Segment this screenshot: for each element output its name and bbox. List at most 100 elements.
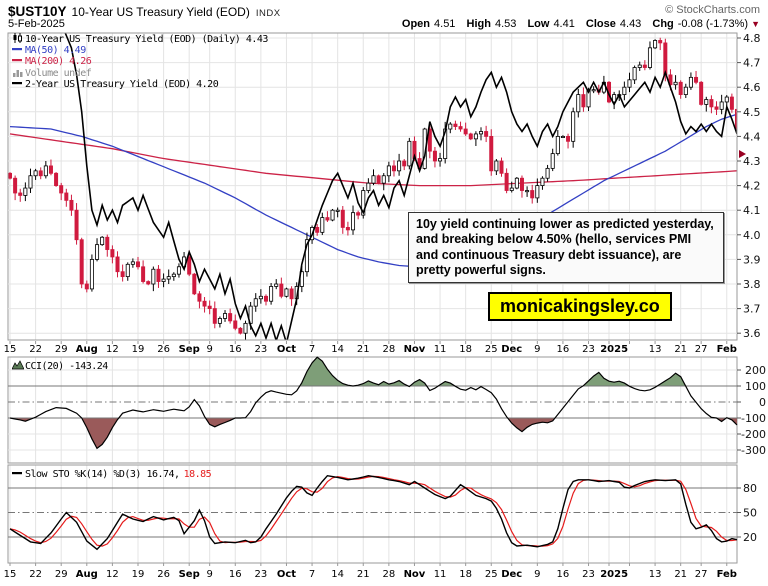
volume-bars-icon [12, 67, 25, 80]
price-axis-tick-label: 4.8 [743, 32, 761, 45]
x-axis-week-label: Nov [404, 344, 426, 355]
candle-down [202, 300, 207, 307]
candle-down [263, 295, 268, 302]
x-axis-week-label: Oct [277, 344, 296, 355]
candle-up [647, 47, 652, 68]
legend-item: MA(50) 4.49 [12, 44, 86, 57]
candle-down [146, 281, 151, 285]
candle-up [637, 64, 642, 68]
line-icon [12, 55, 25, 68]
candle-down [187, 256, 192, 275]
cci-axis-tick-label: -100 [741, 412, 766, 425]
candle-down [519, 177, 524, 191]
cci-axis-tick-label: -200 [741, 428, 766, 441]
cci-axis-tick-label: 200 [745, 364, 766, 377]
candlestick-icon [13, 33, 22, 43]
candle-up [514, 177, 519, 189]
candle-up [632, 67, 637, 81]
candle-down [699, 81, 704, 105]
candle-up [473, 133, 478, 140]
candle-up [253, 298, 258, 307]
candle-up [612, 94, 617, 103]
x-axis-week-label: 21 [674, 344, 687, 355]
x-axis-week-label: 14 [331, 569, 344, 580]
candle-down [468, 133, 473, 140]
area-chart-icon [11, 360, 25, 370]
x-axis-week-label: 2025 [600, 569, 628, 580]
candle-down [279, 283, 284, 297]
candle-down [197, 293, 202, 302]
legend-item: MA(200) 4.26 [12, 55, 92, 68]
price-axis-tick-label: 3.7 [743, 303, 761, 316]
candle-down [658, 40, 663, 44]
candle-up [591, 89, 596, 92]
candle-down [207, 305, 212, 310]
price-axis-tick-label: 3.9 [743, 253, 761, 266]
candle-up [284, 288, 289, 297]
candle-down [484, 131, 489, 137]
stochastic-label: Slow STO %K(14) %D(3) 16.74, 18.85 [12, 468, 212, 481]
ohlc-quote-bar: Open 4.51 High 4.53 Low 4.41 Close 4.43 Chg -… [394, 18, 760, 30]
x-axis-week-label: 26 [157, 569, 170, 580]
x-axis-week-label: 15 [4, 569, 17, 580]
x-axis-week-label: 23 [254, 344, 267, 355]
candle-down [709, 99, 714, 108]
x-axis-week-label: 11 [434, 344, 447, 355]
x-axis-week-label: Feb [717, 569, 737, 580]
panel-border [7, 356, 738, 464]
candlesticks [8, 37, 737, 340]
instrument-title: 10-Year US Treasury Yield (EOD) [71, 5, 250, 19]
ticker-symbol: $UST10Y [8, 4, 67, 19]
candle-up [217, 318, 222, 324]
x-axis-week-label: 22 [29, 344, 42, 355]
candle-up [724, 96, 729, 103]
candle-up [366, 182, 371, 191]
candle-down [38, 170, 43, 177]
x-axis-week-label: 12 [106, 344, 119, 355]
line-icon [12, 48, 22, 51]
candle-down [192, 273, 197, 295]
candle-up [166, 276, 171, 280]
x-axis-week-label: 7 [309, 344, 315, 355]
candle-up [381, 175, 386, 184]
cci-axis-tick-label: -300 [741, 444, 766, 457]
x-axis-week-label: Aug [76, 344, 98, 355]
price-axis-tick-label: 4.6 [743, 81, 761, 94]
price-axis-tick-label: 4.7 [743, 57, 761, 70]
line-icon [12, 59, 22, 62]
cci-overbought-area [10, 357, 737, 386]
ma50-line [9, 113, 737, 268]
candle-down [694, 76, 699, 83]
chart-subheader: 5-Feb-2025 Open 4.51 High 4.53 Low 4.41 Clo… [8, 18, 760, 32]
x-axis-week-label: 21 [674, 569, 687, 580]
panel-border [7, 464, 738, 564]
candle-down [115, 256, 120, 273]
candle-down [432, 150, 437, 162]
x-axis-week-label: 16 [557, 344, 570, 355]
price-axis-tick-label: 3.6 [743, 327, 761, 340]
candle-down [678, 81, 683, 95]
x-axis-week-label: 16 [229, 569, 242, 580]
candle-up [125, 263, 130, 278]
x-axis-week-label: 13 [649, 569, 662, 580]
close-label: Close [585, 18, 616, 30]
candle-down [84, 283, 89, 290]
candle-down [228, 313, 233, 322]
x-axis-week-label: 26 [157, 344, 170, 355]
candle-down [714, 106, 719, 110]
candle-down [238, 327, 243, 334]
bottom-x-axis: 15 22 29 Aug 12 19 26 Sep 9 16 23 Oct 7 14 21 28 Nov 11 18… [4, 563, 737, 580]
candle-down [453, 123, 458, 127]
cci-label: CCI(20) -143.24 [11, 360, 108, 373]
price-axis-tick-label: 4.0 [743, 229, 761, 242]
line-icon [12, 44, 25, 57]
candle-up [688, 76, 693, 88]
sto-axis-tick-label: 20 [743, 531, 757, 544]
candle-down [64, 192, 69, 201]
candle-down [581, 94, 586, 108]
candle-down [69, 199, 74, 211]
legend-item: 10-Year US Treasury Yield (EOD) (Daily) … [12, 33, 268, 45]
price-axis-tick-label: 4.5 [743, 106, 761, 119]
cci-panel: 200 100 0 -100 -200 -300 [7, 356, 766, 464]
price-series [8, 33, 737, 340]
